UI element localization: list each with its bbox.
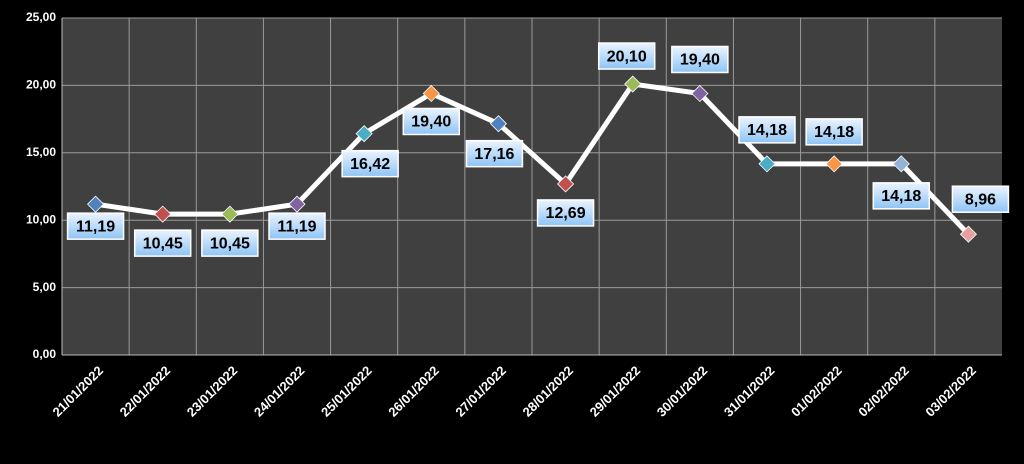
x-tick-label: 23/01/2022 [184,363,241,420]
y-tick-label: 25,00 [26,10,56,24]
data-label: 17,16 [474,146,514,163]
marker [489,115,507,133]
marker [892,155,910,173]
x-tick-label: 03/02/2022 [922,363,979,420]
data-label: 14,18 [747,122,787,139]
marker [154,205,172,223]
marker [825,155,843,173]
data-label: 19,40 [680,52,720,69]
x-tick-label: 28/01/2022 [519,363,576,420]
marker [288,195,306,213]
marker [959,225,977,243]
marker [691,84,709,103]
x-tick-label: 30/01/2022 [654,363,711,420]
x-tick-label: 25/01/2022 [318,363,375,420]
data-label-box [465,139,524,168]
x-tick-label: 21/01/2022 [49,363,106,420]
x-tick-label: 22/01/2022 [117,363,174,420]
data-label-box [402,107,461,136]
data-label-box [268,212,326,240]
marker [758,155,776,173]
y-tick-label: 5,00 [33,280,57,294]
marker [624,75,642,93]
data-label: 19,40 [411,114,451,131]
data-label: 10,45 [210,235,250,252]
data-label-box [872,182,931,210]
data-label: 11,19 [76,218,115,235]
data-label-box [536,199,595,227]
data-label: 20,10 [607,48,647,65]
data-label: 11,19 [277,218,316,235]
data-label-box [805,118,863,146]
data-label-box [738,116,796,144]
data-label: 10,45 [143,235,183,252]
series-line [95,81,971,236]
x-tick-label: 29/01/2022 [587,363,644,420]
marker [221,205,239,223]
marker [557,175,575,193]
marker [422,84,440,103]
x-tick-label: 01/02/2022 [788,363,845,420]
data-label-box [341,149,399,178]
data-label-box [597,42,656,70]
x-tick-label: 27/01/2022 [452,363,509,420]
data-label: 14,18 [881,188,921,205]
data-label-box [201,229,259,257]
y-tick-label: 20,00 [26,78,56,92]
x-tick-label: 24/01/2022 [251,363,308,420]
data-label: 8,96 [965,191,996,208]
data-label: 14,18 [814,124,854,141]
data-label-box [671,45,729,74]
data-label: 16,42 [350,156,390,173]
y-tick-label: 0,00 [33,347,57,361]
marker [355,125,373,143]
data-label-box [133,229,192,257]
x-tick-label: 31/01/2022 [721,363,778,420]
y-tick-label: 15,00 [26,145,56,159]
marker [87,195,105,213]
data-label-box [66,212,125,240]
data-label-box [951,185,1010,213]
y-tick-label: 10,00 [26,212,56,226]
data-label: 12,69 [546,205,586,222]
x-tick-label: 02/02/2022 [855,363,912,420]
x-tick-label: 26/01/2022 [385,363,442,420]
